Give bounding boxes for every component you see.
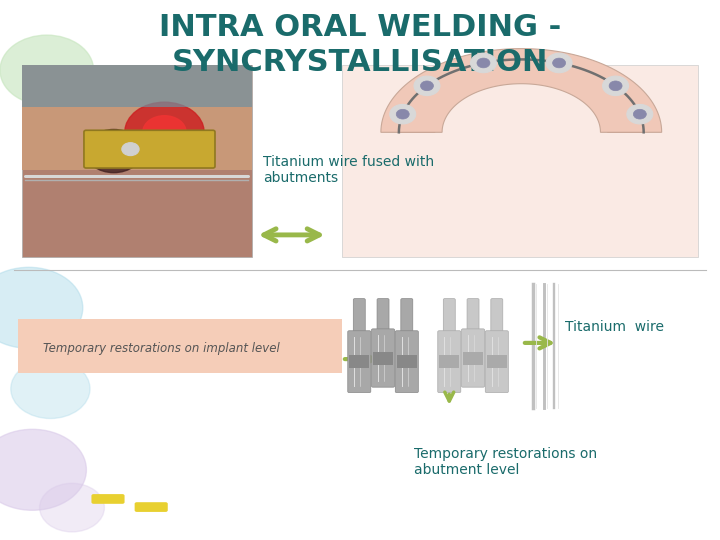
FancyBboxPatch shape: [377, 299, 389, 331]
FancyBboxPatch shape: [485, 330, 508, 393]
Circle shape: [390, 104, 415, 124]
Circle shape: [627, 104, 653, 124]
FancyBboxPatch shape: [401, 299, 413, 333]
FancyBboxPatch shape: [131, 112, 153, 122]
FancyBboxPatch shape: [109, 103, 132, 112]
FancyBboxPatch shape: [444, 299, 455, 333]
FancyBboxPatch shape: [22, 65, 252, 256]
Circle shape: [125, 102, 204, 161]
Circle shape: [634, 109, 647, 119]
Circle shape: [477, 58, 490, 68]
FancyBboxPatch shape: [22, 65, 252, 107]
FancyBboxPatch shape: [463, 352, 483, 365]
FancyBboxPatch shape: [348, 330, 371, 393]
FancyBboxPatch shape: [491, 299, 503, 333]
Circle shape: [143, 116, 186, 148]
Circle shape: [11, 359, 90, 418]
Circle shape: [420, 81, 433, 91]
Circle shape: [40, 483, 104, 532]
Circle shape: [0, 35, 94, 105]
FancyBboxPatch shape: [439, 355, 459, 368]
Circle shape: [603, 76, 629, 96]
FancyBboxPatch shape: [372, 329, 395, 387]
Circle shape: [0, 267, 83, 348]
Text: INTRA ORAL WELDING -
SYNCRYSTALLISATION: INTRA ORAL WELDING - SYNCRYSTALLISATION: [159, 14, 561, 77]
Circle shape: [546, 53, 572, 73]
Text: Temporary restorations on implant level: Temporary restorations on implant level: [43, 342, 280, 355]
Text: Titanium  wire: Titanium wire: [565, 320, 665, 334]
FancyBboxPatch shape: [22, 65, 252, 170]
FancyBboxPatch shape: [487, 355, 507, 368]
FancyBboxPatch shape: [349, 355, 369, 368]
FancyBboxPatch shape: [84, 130, 215, 168]
FancyBboxPatch shape: [91, 494, 125, 504]
Circle shape: [553, 58, 566, 68]
Circle shape: [470, 53, 496, 73]
Polygon shape: [381, 49, 662, 132]
FancyBboxPatch shape: [395, 330, 418, 393]
Circle shape: [609, 81, 622, 91]
FancyBboxPatch shape: [135, 502, 168, 512]
FancyBboxPatch shape: [462, 329, 485, 387]
Text: Titanium wire fused with
abutments: Titanium wire fused with abutments: [263, 155, 434, 185]
FancyBboxPatch shape: [18, 319, 342, 373]
Circle shape: [396, 109, 409, 119]
Circle shape: [122, 143, 139, 156]
FancyBboxPatch shape: [354, 299, 365, 333]
FancyBboxPatch shape: [373, 352, 393, 365]
Polygon shape: [399, 59, 644, 132]
Circle shape: [85, 130, 143, 173]
FancyBboxPatch shape: [438, 330, 461, 393]
Text: Temporary restorations on
abutment level: Temporary restorations on abutment level: [414, 447, 597, 477]
Circle shape: [414, 76, 440, 96]
FancyBboxPatch shape: [397, 355, 417, 368]
Circle shape: [0, 429, 86, 510]
FancyBboxPatch shape: [342, 65, 698, 256]
FancyBboxPatch shape: [467, 299, 479, 331]
